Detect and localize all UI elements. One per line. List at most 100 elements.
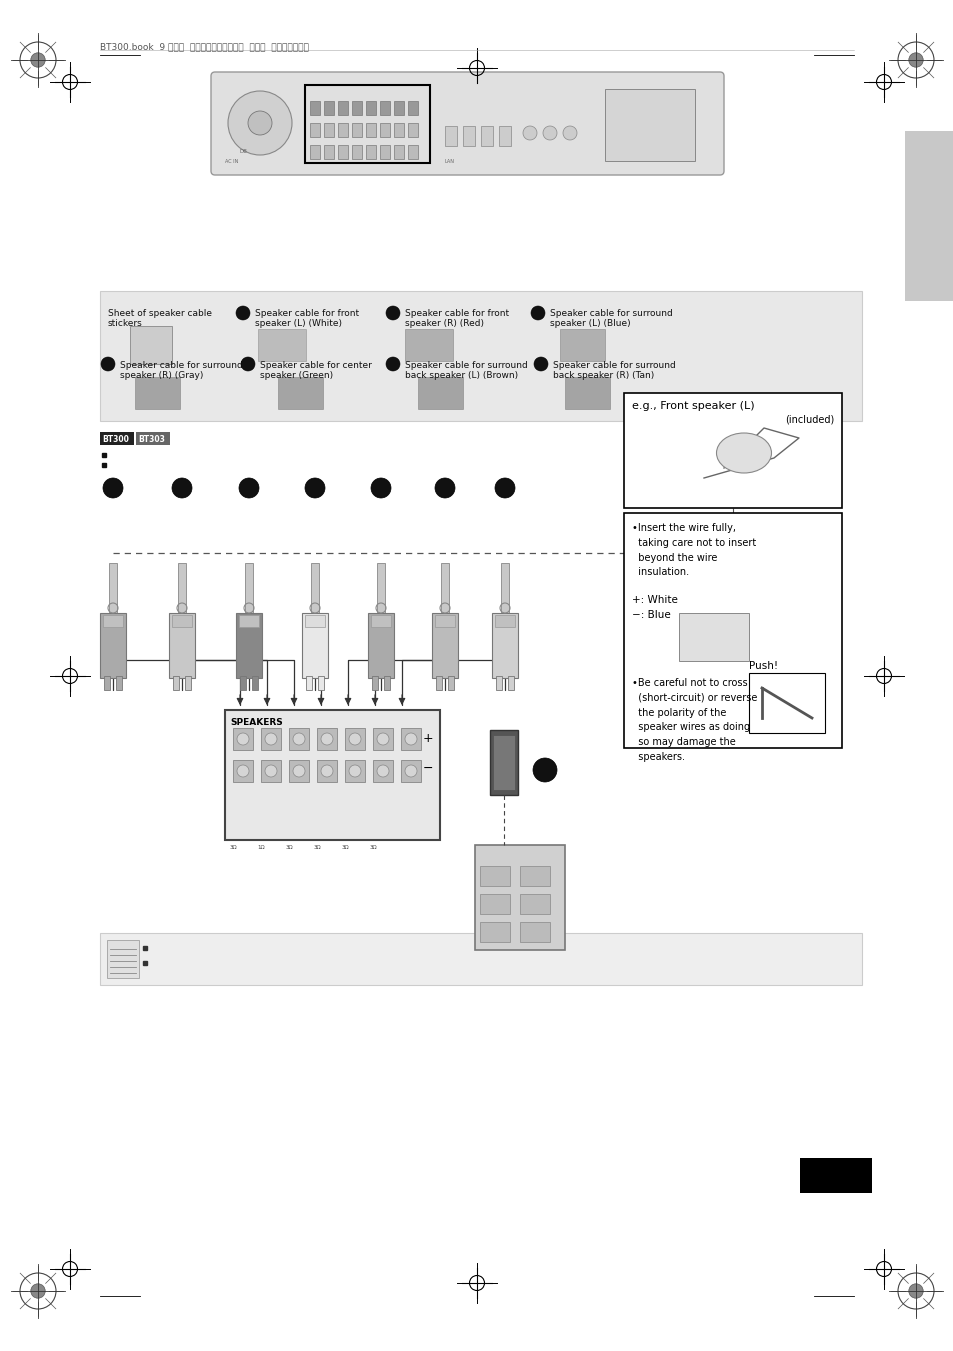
Text: Speaker cable for surround
speaker (L) (Blue): Speaker cable for surround speaker (L) (… [550,309,672,328]
Bar [507,676,514,690]
Bar [100,613,126,678]
Bar [261,761,281,782]
Circle shape [228,91,292,155]
Bar [623,393,841,508]
Bar [235,613,262,678]
Bar [479,921,510,942]
Circle shape [405,734,416,744]
Circle shape [239,478,258,499]
Text: (included): (included) [784,415,833,426]
Bar [345,761,365,782]
Bar [400,728,420,750]
Bar [748,673,824,734]
Bar [366,123,375,136]
Text: 3Ω: 3Ω [313,844,320,850]
Bar [172,676,179,690]
Bar [493,735,515,790]
Bar [448,676,454,690]
Bar [519,866,550,886]
Text: 3Ω: 3Ω [285,844,293,850]
Bar [492,613,517,678]
Text: 1Ω: 1Ω [257,844,265,850]
Bar [337,101,348,115]
Circle shape [349,765,360,777]
Bar [310,123,319,136]
Bar [432,613,457,678]
Bar [107,940,139,978]
Circle shape [293,765,305,777]
Text: +: + [422,731,433,744]
Text: −: − [422,762,433,774]
Bar [679,613,748,661]
Text: BT300.book  9 ページ  ２００９年３月１２日  木曜日  午後６晏３４分: BT300.book 9 ページ ２００９年３月１２日 木曜日 午後６晏３４分 [100,42,309,51]
Circle shape [376,765,389,777]
Bar [904,131,953,301]
Bar [109,563,117,613]
Bar [345,728,365,750]
Bar [103,615,123,627]
Bar [100,432,133,444]
Bar [408,123,417,136]
Circle shape [101,357,115,372]
Bar [623,513,841,748]
Bar [233,728,253,750]
Bar [408,101,417,115]
Bar [372,676,377,690]
Text: Speaker cable for surround
speaker (R) (Gray): Speaker cable for surround speaker (R) (… [120,361,242,381]
Bar [317,676,324,690]
Bar [366,101,375,115]
Bar [376,563,385,613]
Bar [130,326,172,363]
Bar [379,101,390,115]
Bar [104,676,110,690]
Bar [316,728,336,750]
Bar [405,330,453,361]
Circle shape [531,305,544,320]
Circle shape [542,126,557,141]
Circle shape [265,734,276,744]
Bar [289,728,309,750]
Circle shape [236,765,249,777]
Circle shape [562,126,577,141]
Circle shape [305,478,325,499]
Bar [225,711,439,840]
Bar [100,934,862,985]
Bar [400,761,420,782]
Bar [289,761,309,782]
Text: Speaker cable for center
speaker (Green): Speaker cable for center speaker (Green) [260,361,372,381]
Bar [496,676,501,690]
Bar [604,89,695,161]
Bar [172,615,192,627]
Bar [257,330,306,361]
Text: AC IN: AC IN [225,159,238,163]
Bar [373,761,393,782]
Circle shape [235,305,250,320]
Bar [352,145,361,159]
Circle shape [908,53,923,68]
Bar [169,613,194,678]
Bar [373,728,393,750]
Circle shape [495,478,515,499]
Bar [436,676,441,690]
Circle shape [371,478,391,499]
Bar [379,145,390,159]
Bar [519,921,550,942]
Text: +: White
−: Blue: +: White −: Blue [631,594,678,620]
Bar [261,728,281,750]
Circle shape [248,111,272,135]
Bar [519,894,550,915]
Bar [316,761,336,782]
Circle shape [241,357,254,372]
Bar [564,377,609,409]
Bar [480,126,493,146]
Circle shape [320,734,333,744]
Bar [310,101,319,115]
Bar [306,676,312,690]
Text: Speaker cable for surround
back speaker (L) (Brown): Speaker cable for surround back speaker … [405,361,527,381]
Bar [394,123,403,136]
Bar [324,145,334,159]
Text: e.g., Front speaker (L): e.g., Front speaker (L) [631,401,754,411]
Bar [310,145,319,159]
Bar [462,126,475,146]
Bar [352,123,361,136]
